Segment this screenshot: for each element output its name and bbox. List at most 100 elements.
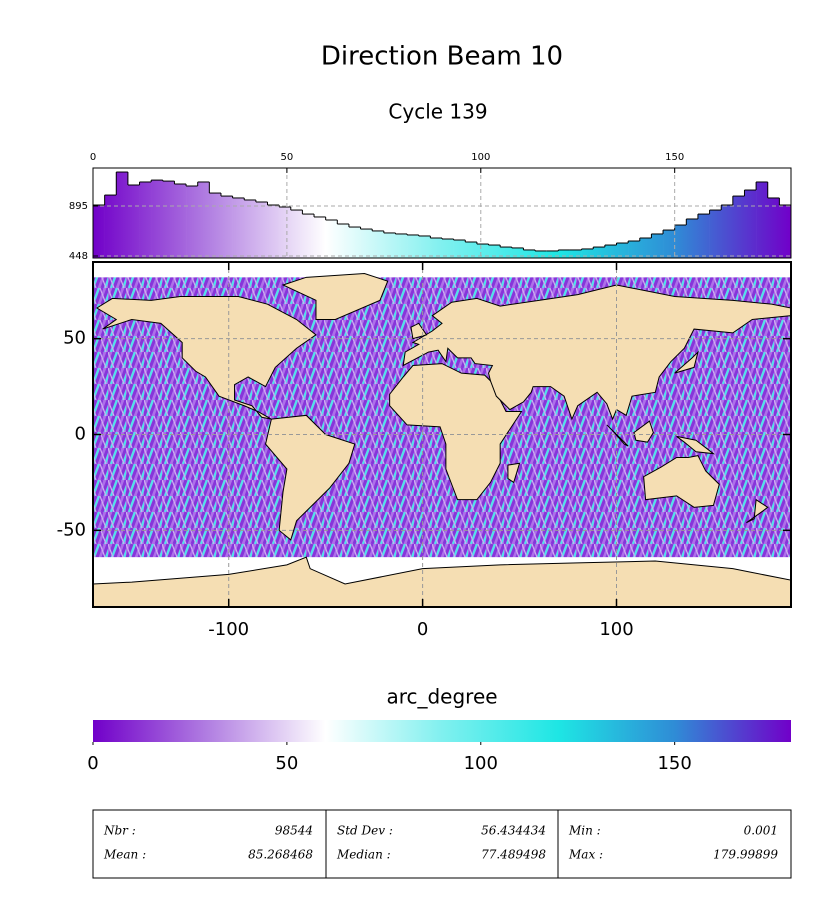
histogram-bar	[314, 216, 326, 258]
histogram-bar	[372, 230, 385, 258]
y-tick-label: 0	[75, 424, 86, 445]
land-new-guinea	[676, 435, 716, 455]
stat-value: 179.99899	[713, 848, 778, 862]
histogram-bar	[325, 219, 338, 258]
histogram-bar	[593, 247, 606, 258]
stat-label: Min :	[568, 824, 601, 838]
histogram-bar	[663, 230, 675, 258]
histogram-bar	[500, 247, 513, 258]
table-frame	[92, 809, 792, 879]
histogram-bar	[488, 245, 501, 258]
histogram-bar	[139, 181, 152, 258]
x-tick-label: 100	[471, 152, 490, 163]
histogram-bar	[418, 235, 431, 258]
land-south-america	[265, 414, 356, 541]
y-tick-label: 50	[63, 328, 86, 349]
stat-value: 98544	[275, 824, 313, 838]
histogram-bar	[360, 229, 373, 258]
histogram-bar	[476, 244, 489, 258]
histogram-bar	[651, 233, 664, 258]
stat-value: 56.434434	[481, 824, 546, 838]
stat-label: Median :	[336, 848, 391, 862]
stats-table	[92, 809, 792, 879]
histogram-bar	[395, 233, 408, 258]
histogram-bar	[337, 224, 350, 258]
land-greenland	[281, 272, 389, 320]
histogram-bar	[767, 197, 780, 258]
stat-label: Nbr :	[103, 824, 136, 838]
histogram-bar	[430, 237, 443, 258]
y-tick-label: 895	[69, 201, 88, 212]
land-madagascar	[507, 462, 521, 484]
histogram-bar	[209, 193, 222, 258]
x-tick-label: -100	[208, 619, 249, 640]
histogram-bar	[581, 248, 594, 258]
histogram-bar	[383, 232, 396, 258]
histogram-bar	[721, 205, 734, 258]
x-tick-label: 100	[464, 753, 498, 774]
histogram-bar	[744, 190, 757, 258]
x-tick-label: 0	[87, 753, 98, 774]
colorbar-title: arc_degree	[386, 685, 497, 709]
histogram-bar	[756, 181, 769, 258]
stat-value: 77.489498	[481, 848, 546, 862]
land-sumatra	[606, 424, 629, 447]
land-new-zealand	[746, 498, 769, 524]
histogram-bar	[511, 247, 524, 258]
land-eurasia	[402, 284, 792, 421]
histogram-bar	[348, 227, 361, 258]
histogram-bar	[442, 238, 454, 258]
histogram-bar	[174, 183, 187, 258]
title: Direction Beam 10	[321, 42, 563, 72]
histogram-bar	[186, 186, 198, 258]
map	[92, 262, 792, 608]
y-tick-label: -50	[57, 519, 86, 540]
histogram-bar	[302, 214, 315, 258]
colorbar	[93, 720, 791, 742]
histogram-bar	[697, 214, 710, 258]
histogram-bar	[232, 197, 245, 258]
land-japan	[674, 350, 699, 374]
histogram-bar	[453, 240, 466, 258]
histogram-bar	[279, 207, 292, 258]
land-north-america	[95, 296, 317, 420]
histogram-bar	[616, 243, 629, 258]
histogram-bar	[127, 184, 140, 258]
histogram-bar	[569, 249, 582, 258]
stat-label: Std Dev :	[337, 824, 393, 838]
land-borneo	[633, 420, 654, 443]
histogram-bar	[779, 205, 792, 258]
histogram-bar	[558, 249, 571, 258]
stat-label: Max :	[568, 848, 603, 862]
land-australia	[643, 455, 720, 508]
histogram-bar	[220, 196, 233, 258]
histogram-bar	[732, 196, 745, 258]
subtitle: Cycle 139	[388, 100, 487, 124]
histogram-bar	[546, 250, 559, 258]
histogram-bar	[465, 242, 478, 258]
y-tick-label: 448	[69, 251, 88, 262]
histogram-bar	[93, 205, 105, 258]
x-tick-label: 0	[417, 619, 428, 640]
histogram-bar	[604, 245, 617, 258]
histogram-bar	[104, 195, 117, 258]
x-tick-label: 100	[599, 619, 633, 640]
x-tick-label: 150	[657, 753, 691, 774]
x-tick-label: 50	[275, 753, 298, 774]
stat-value: 0.001	[744, 824, 778, 838]
histogram-frame	[92, 167, 792, 259]
histogram-bar	[255, 201, 268, 258]
histogram-bar	[523, 249, 536, 258]
histogram-bar	[628, 241, 641, 258]
histogram-bar	[709, 210, 722, 258]
stat-label: Mean :	[103, 848, 146, 862]
histogram-bar	[197, 181, 210, 258]
x-tick-label: 50	[281, 152, 294, 163]
x-tick-label: 0	[90, 152, 96, 163]
histogram-bar	[407, 234, 420, 258]
histogram-bar	[535, 250, 547, 258]
histogram-bar	[267, 205, 280, 258]
histogram-bar	[639, 237, 652, 258]
